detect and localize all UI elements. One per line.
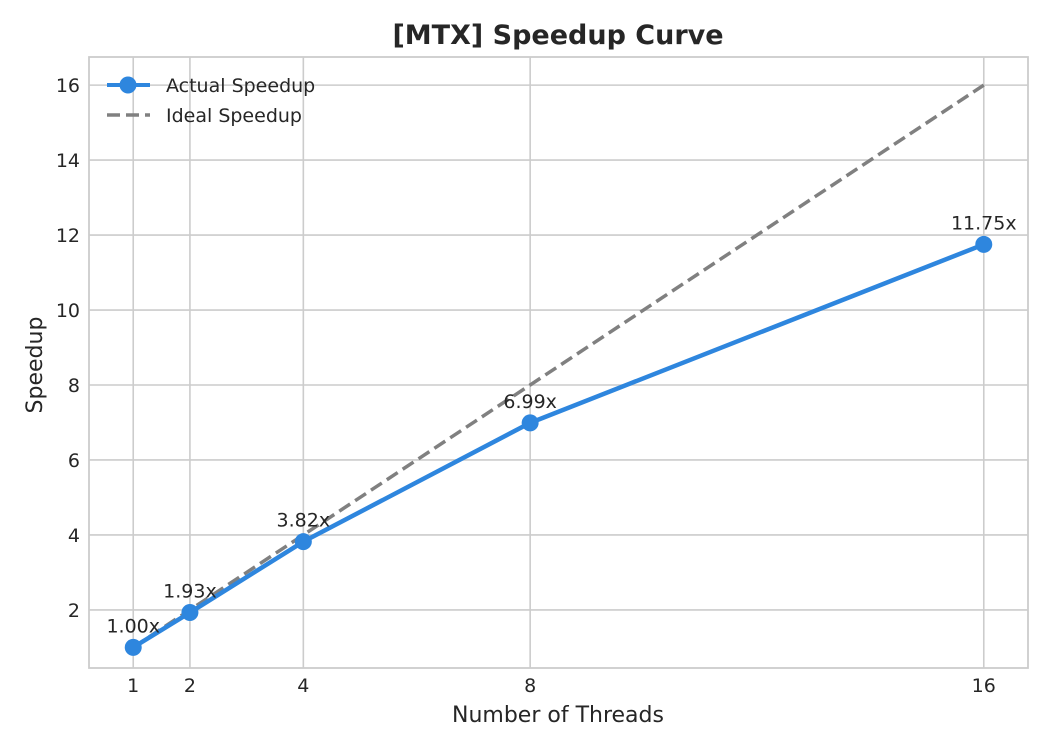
legend-label-actual: Actual Speedup — [166, 75, 315, 97]
actual-speedup-point — [124, 638, 142, 656]
x-tick-label: 8 — [524, 675, 536, 697]
y-tick-label: 14 — [56, 150, 80, 172]
y-tick-label: 4 — [68, 525, 80, 547]
chart-title: [MTX] Speedup Curve — [392, 20, 723, 51]
actual-speedup-point — [975, 235, 993, 253]
series-lines — [132, 83, 985, 650]
legend-marker-actual — [119, 76, 137, 94]
y-tick-label: 16 — [56, 75, 80, 97]
y-tick-label: 12 — [56, 225, 80, 247]
x-tick-label: 2 — [184, 675, 196, 697]
x-axis-label: Number of Threads — [452, 703, 664, 728]
actual-speedup-line — [132, 242, 985, 650]
actual-speedup-point — [181, 604, 199, 622]
x-tick-label: 16 — [972, 675, 996, 697]
grid-lines — [89, 57, 1028, 668]
actual-speedup-point — [521, 414, 539, 432]
legend-label-ideal: Ideal Speedup — [166, 105, 302, 127]
y-tick-label: 8 — [68, 375, 80, 397]
y-tick-label: 2 — [68, 600, 80, 622]
actual-speedup-point — [294, 533, 312, 551]
ideal-speedup-line — [132, 83, 985, 649]
plot-frame — [88, 56, 1029, 669]
speedup-data-label: 11.75x — [951, 212, 1017, 234]
y-tick-label: 10 — [56, 300, 80, 322]
y-axis-label: Speedup — [23, 317, 48, 414]
speedup-data-label: 3.82x — [277, 510, 331, 532]
data-markers — [124, 235, 993, 656]
speedup-data-label: 1.93x — [163, 581, 217, 603]
x-tick-labels: 1 2 4 8 16 — [127, 675, 996, 697]
speedup-data-label: 1.00x — [106, 615, 160, 637]
speedup-data-label: 6.99x — [503, 391, 557, 413]
legend: Actual Speedup Ideal Speedup — [107, 75, 315, 127]
x-tick-label: 4 — [297, 675, 309, 697]
y-tick-labels: 2 4 6 8 10 12 14 16 — [56, 75, 80, 622]
x-tick-label: 1 — [127, 675, 139, 697]
y-tick-label: 6 — [68, 450, 80, 472]
